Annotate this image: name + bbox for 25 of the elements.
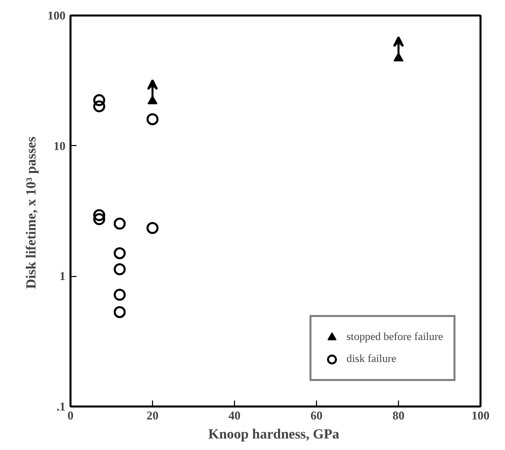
point [114,218,126,230]
point [114,288,126,301]
point [114,263,126,276]
legend-label: disk failure [346,353,396,365]
point [114,306,126,318]
legend-label: stopped before failure [346,331,443,343]
x-axis-title: Knoop hardness, GPa [208,428,340,442]
x-tick-label: 100 [472,408,490,422]
y-tick-label: .1 [56,400,66,414]
point [93,209,106,222]
x-tick-label: 20 [146,408,158,422]
x-tick-label: 80 [392,408,404,422]
point [93,100,106,112]
point [93,94,106,106]
point [146,222,158,234]
point [146,113,158,126]
y-tick-label: 1 [60,269,66,284]
point [93,213,106,226]
point [114,247,126,260]
y-tick-label: 100 [48,8,66,22]
x-tick-label: 60 [310,408,322,422]
y-axis-title: Disk lifetime, x 10³ passes [24,136,40,289]
x-tick-label: 40 [228,408,240,422]
x-tick-label: 0 [68,408,74,422]
y-tick-label: 10 [54,138,66,153]
